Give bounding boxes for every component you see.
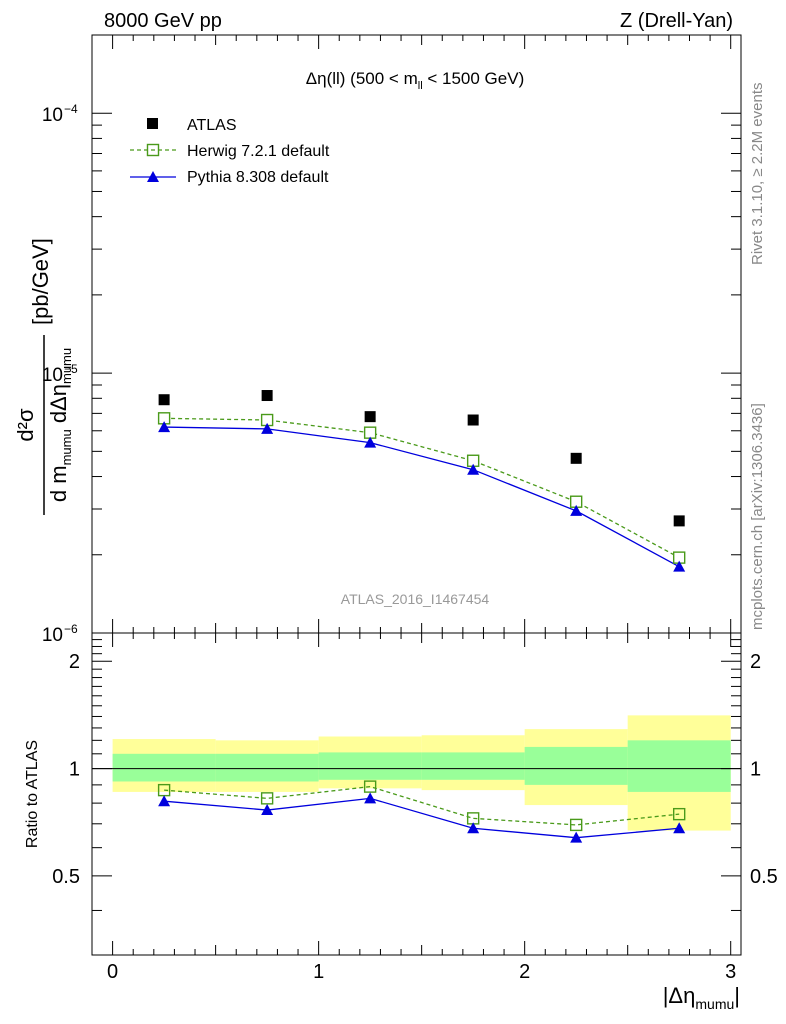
ylabel-unit: [pb/GeV]: [28, 238, 53, 325]
ratio-ylabel: Ratio to ATLAS: [24, 740, 41, 848]
ratio-herwig-point-5: [672, 807, 686, 821]
main-title: Δη(ll) (500 < mll < 1500 GeV): [306, 69, 524, 92]
ratio-herwig-point-4: [569, 818, 583, 832]
pythia-point-2: [364, 436, 377, 448]
ratio-pythia-point-4: [570, 831, 583, 843]
atlas-point-1: [261, 390, 273, 402]
ratio-tick-label-right-1: 1: [750, 759, 761, 781]
main-ylabel: d²σ d mmumu dΔηmumu [pb/GeV]: [13, 238, 74, 515]
pythia-point-0: [158, 421, 171, 433]
legend-marker-herwig: [146, 143, 160, 157]
ylabel-numerator: d²σ: [13, 408, 38, 442]
y-tick-exp-0: −6: [64, 622, 78, 636]
ratio-pythia-point-2: [364, 792, 377, 804]
ratio-herwig-point-1: [260, 792, 274, 805]
pythia-point-5: [673, 560, 686, 572]
legend-marker-atlas: [147, 118, 158, 129]
atlas-point-4: [570, 452, 582, 464]
xlabel: |Δηmumu|: [663, 983, 740, 1012]
y-tick-label-1: 10: [42, 365, 63, 386]
band-inner-4: [524, 746, 628, 785]
ratio-herwig-line: [164, 785, 680, 826]
legend-marker-pythia: [147, 171, 159, 182]
ratio-herwig-point-2: [363, 780, 377, 793]
ratio-pythia-point-5: [673, 822, 686, 834]
axis-ticks: 0 1 2 310−610−510 −40.5 0.51 12 2: [42, 34, 778, 983]
pythia-point-3: [467, 463, 480, 475]
band-inner-5: [627, 740, 731, 792]
ratio-pythia-line: [164, 797, 680, 839]
ratio-pythia-point-1: [261, 804, 274, 816]
pythia-point-4: [570, 504, 583, 516]
ratio-pythia-point-0: [158, 795, 171, 807]
ratio-bands: [112, 715, 731, 831]
ratio-tick-label-right-0: 0.5: [750, 866, 778, 888]
y-tick-exp-2: −4: [64, 102, 78, 116]
ratio-tick-label-left-2: 2: [69, 651, 80, 673]
rivet-side-text: Rivet 3.1.10, ≥ 2.2M events: [749, 83, 766, 266]
header-left: 8000 GeV pp: [104, 10, 222, 32]
legend-label-pythia: Pythia 8.308 default: [187, 169, 329, 186]
pythia-line: [164, 426, 680, 568]
y-tick-label-2: 10: [42, 105, 63, 126]
atlas-point-3: [467, 414, 479, 426]
x-tick-label-1: 1: [313, 961, 324, 983]
x-tick-label-3: 3: [725, 961, 736, 983]
band-inner-1: [215, 753, 319, 782]
band-inner-0: [112, 753, 216, 782]
herwig-line: [164, 417, 680, 559]
header-right: Z (Drell-Yan): [620, 10, 733, 32]
ratio-tick-label-left-1: 1: [69, 759, 80, 781]
y-tick-label-0: 10: [42, 625, 63, 646]
pythia-point-1: [261, 422, 274, 434]
herwig-point-2: [363, 426, 377, 439]
ratio-tick-label-right-2: 2: [750, 651, 761, 673]
analysis-watermark: ATLAS_2016_I1467454: [341, 591, 490, 607]
ratio-series: [157, 780, 686, 843]
x-tick-label-2: 2: [519, 961, 530, 983]
ratio-frame: [91, 632, 742, 956]
y-tick-exp-1: −5: [64, 362, 78, 376]
ratio-tick-label-left-0: 0.5: [52, 866, 80, 888]
band-inner-3: [421, 752, 525, 780]
x-tick-label-0: 0: [107, 961, 118, 983]
main-series: [157, 390, 686, 572]
ratio-pythia-point-3: [467, 822, 480, 834]
ylabel-denominator: d mmumu dΔηmumu: [46, 348, 74, 502]
atlas-point-5: [673, 515, 685, 527]
legend-label-atlas: ATLAS: [187, 117, 237, 134]
legend: ATLAS Herwig 7.2.1 default Pythia 8.308 …: [130, 117, 330, 186]
atlas-point-2: [364, 411, 376, 423]
legend-label-herwig: Herwig 7.2.1 default: [187, 143, 330, 160]
atlas-point-0: [158, 394, 170, 406]
mcplots-side-text: mcplots.cern.ch [arXiv:1306.3436]: [749, 403, 766, 630]
band-inner-2: [318, 752, 422, 780]
